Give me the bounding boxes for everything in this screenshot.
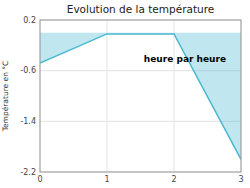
x-grid-line xyxy=(107,20,108,172)
x-grid-line xyxy=(174,20,175,172)
y-tick-label: 0.2 xyxy=(23,16,36,25)
x-tick-label: 2 xyxy=(171,175,176,184)
area-fill xyxy=(40,33,241,160)
y-tick-label: -0.6 xyxy=(20,66,36,75)
y-axis-label: Température en °C xyxy=(1,61,10,133)
y-tick-label: -2.2 xyxy=(20,168,36,177)
chart: 0.2 -0.6 -1.4 -2.20 1 2 3 heure par heure Evolut… xyxy=(0,0,250,188)
y-tick-label: -1.4 xyxy=(20,117,36,126)
annotation: heure par heure xyxy=(144,54,226,64)
x-tick-label: 3 xyxy=(238,175,243,184)
plot-frame xyxy=(40,20,241,172)
data-layer xyxy=(40,33,241,160)
plot-area xyxy=(40,20,241,172)
x-tick-label: 0 xyxy=(37,175,42,184)
y-grid-line xyxy=(40,121,241,122)
line xyxy=(40,34,241,159)
title: Evolution de la température xyxy=(67,3,214,15)
grid xyxy=(40,20,241,172)
x-tick-label: 1 xyxy=(104,175,109,184)
